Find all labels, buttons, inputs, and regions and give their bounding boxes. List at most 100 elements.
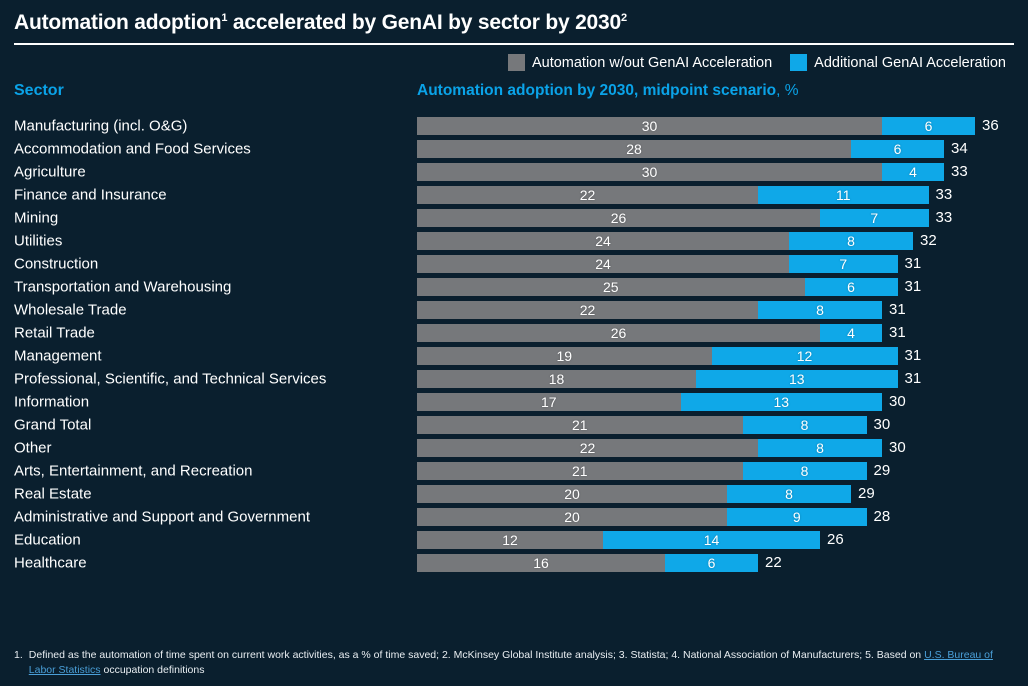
chart-row: Management 19 12 31: [0, 344, 1028, 367]
chart-row: Transportation and Warehousing 25 6 31: [0, 275, 1028, 298]
stacked-bar: 22 8 30: [417, 438, 906, 457]
column-headings: Sector Automation adoption by 2030, midp…: [0, 82, 1028, 112]
bar-value-additional: 12: [796, 347, 813, 364]
bar-total-label: 31: [904, 278, 922, 295]
column-header-value-unit: , %: [776, 82, 799, 99]
bar-segment-additional: 7: [789, 254, 898, 273]
bar-total-label: 30: [873, 416, 891, 433]
chart-plot-area: Manufacturing (incl. O&G) 30 6 36 Accommodat…: [0, 114, 1028, 574]
bar-value-base: 26: [610, 324, 627, 341]
stacked-bar: 16 6 22: [417, 553, 782, 572]
bar-value-additional: 6: [924, 117, 933, 134]
bar-segment-base: 21: [417, 461, 743, 480]
bar-total-label: 34: [951, 140, 968, 157]
bar-segment-additional: 13: [696, 369, 898, 388]
stacked-bar: 25 6 31: [417, 277, 922, 296]
sector-label: Professional, Scientific, and Technical …: [14, 370, 327, 387]
bar-total-label: 32: [920, 232, 937, 249]
title-bar: Automation adoption1 accelerated by GenA…: [0, 0, 1028, 36]
bar-segment-base: 19: [417, 346, 712, 365]
column-header-sector: Sector: [14, 82, 64, 99]
bar-value-additional: 6: [847, 278, 855, 295]
bar-value-base: 21: [571, 416, 588, 433]
column-header-value-main: Automation adoption by 2030, midpoint sc…: [417, 82, 777, 99]
sector-label: Healthcare: [14, 554, 87, 571]
bar-value-base: 24: [595, 232, 611, 249]
bar-value-additional: 6: [893, 140, 902, 157]
bar-value-additional: 11: [835, 186, 851, 203]
bar-segment-additional: 4: [882, 162, 944, 181]
bar-value-additional: 8: [785, 485, 793, 502]
bar-value-base: 17: [540, 393, 557, 410]
bar-segment-additional: 13: [680, 392, 882, 411]
chart-row: Wholesale Trade 22 8 31: [0, 298, 1028, 321]
bar-value-additional: 4: [847, 324, 855, 341]
stacked-bar: 24 7 31: [417, 254, 922, 273]
bar-total-label: 28: [873, 508, 891, 525]
bar-total-label: 22: [765, 554, 782, 571]
bar-segment-additional: 14: [603, 530, 820, 549]
bar-segment-base: 20: [417, 507, 727, 526]
title-footnote-ref-1: 1: [221, 12, 228, 24]
bar-segment-base: 30: [417, 116, 882, 135]
legend-swatch-blue-icon: [790, 54, 808, 71]
bar-segment-base: 24: [417, 254, 789, 273]
sector-label: Accommodation and Food Services: [14, 140, 251, 157]
stacked-bar: 26 7 33: [417, 208, 952, 227]
bar-segment-base: 26: [417, 208, 820, 227]
bar-value-base: 22: [579, 186, 596, 203]
bar-value-additional: 9: [792, 508, 801, 525]
bar-value-base: 19: [556, 347, 573, 364]
bar-segment-additional: 12: [711, 346, 898, 365]
bar-segment-base: 26: [417, 323, 820, 342]
bar-value-base: 22: [579, 439, 596, 456]
sector-label: Transportation and Warehousing: [14, 278, 232, 295]
title-footnote-ref-2: 2: [620, 12, 627, 24]
bar-segment-base: 20: [417, 484, 727, 503]
bar-segment-additional: 8: [727, 484, 851, 503]
page-title: Automation adoption1 accelerated by GenA…: [14, 10, 1014, 36]
footnote: 1. Defined as the automation of time spe…: [14, 648, 1014, 678]
sector-label: Arts, Entertainment, and Recreation: [14, 462, 253, 479]
sector-label: Administrative and Support and Governmen…: [14, 508, 310, 525]
bar-value-base: 20: [564, 508, 580, 525]
bar-segment-additional: 6: [851, 139, 944, 158]
bar-segment-base: 18: [417, 369, 696, 388]
bar-value-base: 26: [610, 209, 627, 226]
title-text-middle: accelerated by GenAI by sector by 2030: [227, 11, 621, 34]
stacked-bar: 30 6 36: [417, 116, 999, 135]
sector-label: Grand Total: [14, 416, 92, 433]
stacked-bar: 12 14 26: [417, 530, 844, 549]
chart-legend: Automation w/out GenAI Acceleration Addi…: [0, 45, 1028, 71]
sector-label: Education: [14, 531, 81, 548]
bar-segment-base: 17: [417, 392, 681, 411]
sector-label: Retail Trade: [14, 324, 95, 341]
stacked-bar: 22 11 33: [417, 185, 952, 204]
footnote-link-bls[interactable]: U.S. Bureau of Labor Statistics: [28, 649, 993, 676]
stacked-bar: 24 8 32: [417, 231, 937, 250]
bar-segment-additional: 8: [742, 461, 867, 480]
bar-value-additional: 7: [839, 255, 848, 272]
bar-segment-additional: 7: [820, 208, 929, 227]
sector-label: Manufacturing (incl. O&G): [14, 117, 188, 134]
stacked-bar: 30 4 33: [417, 162, 968, 181]
bar-total-label: 31: [904, 255, 922, 272]
title-text-main: Automation adoption: [14, 11, 222, 34]
chart-row: Agriculture 30 4 33: [0, 160, 1028, 183]
sector-label: Finance and Insurance: [14, 186, 167, 203]
bar-segment-additional: 4: [820, 323, 882, 342]
stacked-bar: 28 6 34: [417, 139, 968, 158]
bar-segment-base: 22: [417, 185, 758, 204]
stacked-bar: 19 12 31: [417, 346, 921, 365]
bar-value-additional: 7: [870, 209, 879, 226]
bar-segment-additional: 11: [758, 185, 929, 204]
bar-total-label: 31: [904, 370, 922, 387]
bar-total-label: 31: [889, 301, 906, 318]
legend-label-additional-genai: Additional GenAI Acceleration: [814, 54, 1006, 71]
bar-value-base: 12: [502, 531, 518, 548]
sector-label: Mining: [14, 209, 59, 226]
bar-total-label: 29: [858, 485, 875, 502]
bar-segment-additional: 6: [804, 277, 898, 296]
chart-row: Manufacturing (incl. O&G) 30 6 36: [0, 114, 1028, 137]
bar-segment-base: 24: [417, 231, 789, 250]
